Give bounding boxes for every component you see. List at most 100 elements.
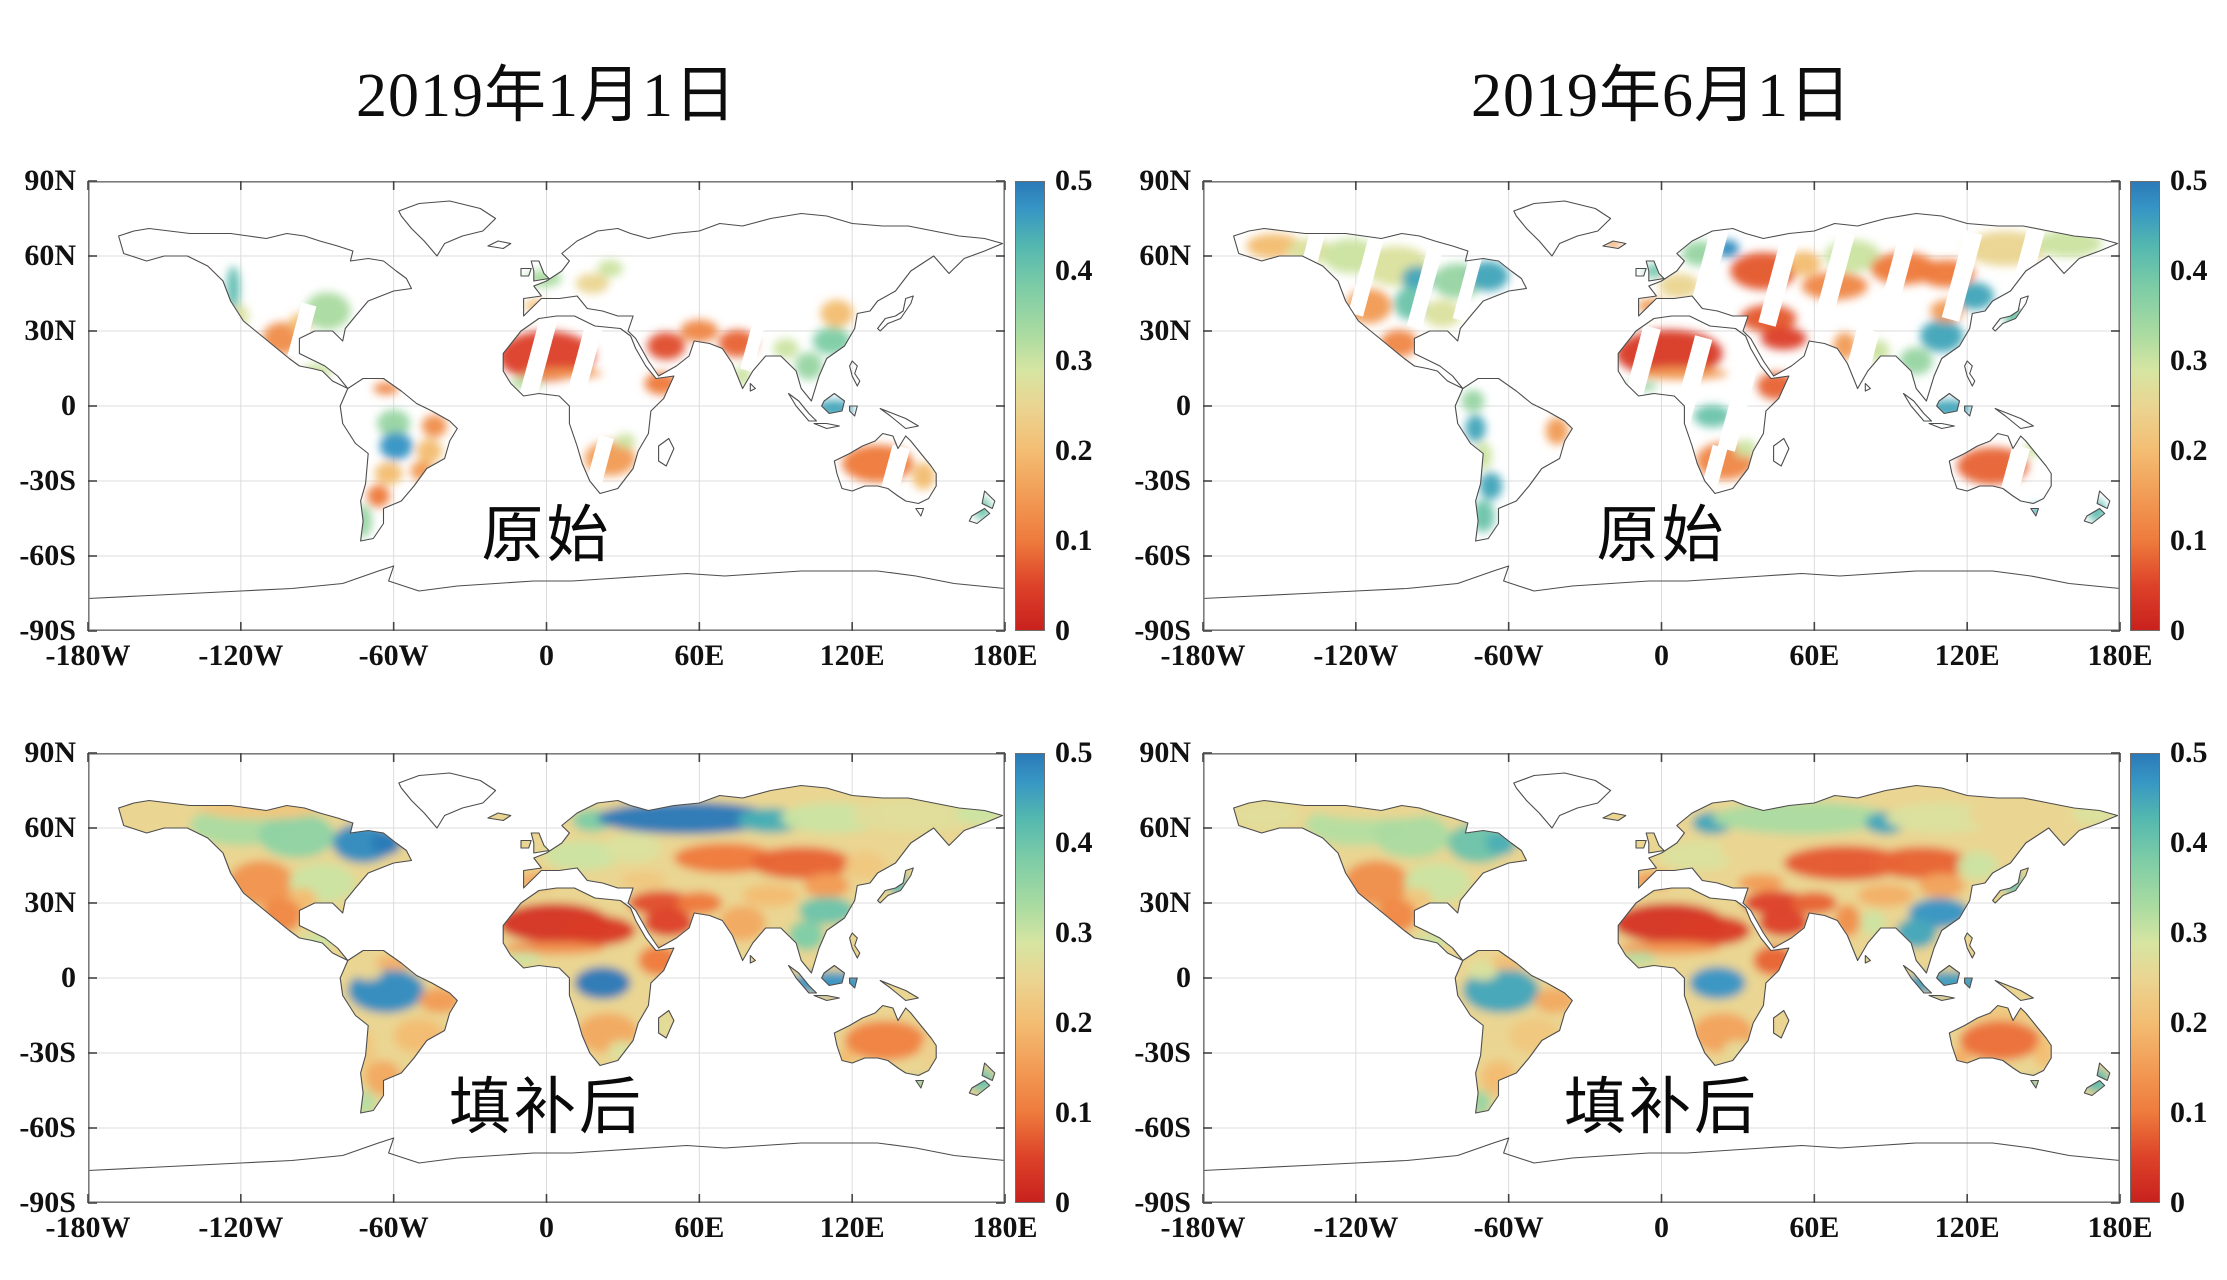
x-tick-label: -180W [45, 639, 131, 672]
y-tick-label: -60S [19, 539, 76, 572]
y-tick-label: 90N [24, 736, 76, 769]
map-panel-jan-original: 原始 90N 60N 30N 0 -30S -60S -90S -180W -120W -60W… [19, 164, 1092, 672]
y-tick-label: 30N [1139, 313, 1191, 347]
colorbar-tick-label: 0.1 [2170, 1096, 2208, 1129]
colorbar-tick-label: 0.3 [1055, 916, 1093, 949]
y-tick-label: 0 [61, 389, 76, 422]
colorbar-tick-label: 0.2 [2170, 1006, 2208, 1039]
world-map-jun-filled [1202, 752, 2121, 1204]
colorbar [2130, 753, 2160, 1203]
y-tick-label: -60S [1134, 1111, 1191, 1144]
x-tick-label: -60W [1473, 1211, 1544, 1244]
colorbar-tick-label: 0 [1055, 1186, 1070, 1219]
colorbar-tick-label: 0 [2170, 614, 2185, 647]
colorbar-tick-labels: 0 0.1 0.2 0.3 0.4 0.5 [1055, 736, 1127, 1219]
colorbar-tick-label: 0.5 [2170, 164, 2208, 197]
y-tick-label: -90S [1134, 614, 1191, 647]
x-tick-label: -180W [45, 1211, 131, 1244]
panel-label-gap-filled: 填补后 [448, 1073, 645, 1142]
colorbar-tick-label: 0.1 [1055, 524, 1093, 557]
colorbar-tick-label: 0.1 [2170, 524, 2208, 557]
colorbar-tick-label: 0.4 [1055, 826, 1093, 859]
y-tick-label: -30S [19, 1035, 76, 1069]
colorbar-tick-label: 0.2 [2170, 434, 2208, 467]
colorbar-tick-label: 0.3 [1055, 344, 1093, 377]
column-title-june: 2019年6月1日 [1470, 62, 1852, 130]
y-tick-label: 0 [61, 961, 76, 994]
y-axis-tick-labels: 90N 60N 30N 0 -30S -60S -90S [0, 164, 88, 647]
x-tick-label: 180E [2087, 639, 2153, 672]
map-panel-jun-filled: 填补后 90N 60N 30N 0 -30S -60S -90S -180W -120W -60… [1134, 736, 2207, 1244]
x-tick-label: 120E [1934, 1211, 2000, 1244]
colorbar-tick-label: 0.2 [1055, 1006, 1093, 1039]
y-tick-label: -90S [1134, 1186, 1191, 1219]
x-tick-label: 120E [819, 1211, 885, 1244]
x-axis-tick-labels: -180W -120W -60W 0 60E 120E 180E [46, 1203, 1038, 1249]
y-tick-label: 30N [1139, 885, 1191, 919]
y-tick-label: 30N [24, 313, 76, 347]
y-tick-label: 90N [1139, 736, 1191, 769]
y-tick-label: -60S [1134, 539, 1191, 572]
panel-label-original: 原始 [1596, 501, 1727, 570]
y-tick-label: 60N [1139, 238, 1191, 272]
colorbar-tick-label: 0.2 [1055, 434, 1093, 467]
column-title-january: 2019年1月1日 [355, 62, 737, 130]
colorbar-tick-label: 0.3 [2170, 916, 2208, 949]
x-tick-label: 180E [972, 1211, 1038, 1244]
colorbar-tick-label: 0.5 [2170, 736, 2208, 769]
map-panel-jan-filled: 填补后 90N 60N 30N 0 -30S -60S -90S -180W -120W -60… [19, 736, 1092, 1244]
colorbar-tick-labels: 0 0.1 0.2 0.3 0.4 0.5 [2170, 164, 2227, 647]
colorbar [1015, 753, 1045, 1203]
y-axis-tick-labels: 90N 60N 30N 0 -30S -60S -90S [1098, 164, 1203, 647]
x-tick-label: -120W [198, 639, 284, 672]
x-tick-label: 0 [539, 639, 554, 672]
world-map-jan-filled [87, 752, 1006, 1204]
colorbar-tick-label: 0.1 [1055, 1096, 1093, 1129]
y-tick-label: -30S [19, 463, 76, 497]
x-tick-label: -120W [1313, 1211, 1399, 1244]
colorbar-tick-labels: 0 0.1 0.2 0.3 0.4 0.5 [2170, 736, 2227, 1219]
colorbar-tick-label: 0 [1055, 614, 1070, 647]
colorbar-tick-label: 0 [2170, 1186, 2185, 1219]
x-tick-label: 60E [674, 639, 725, 672]
x-tick-label: 0 [1654, 1211, 1669, 1244]
x-tick-label: 60E [1789, 1211, 1840, 1244]
colorbar-tick-label: 0.5 [1055, 736, 1093, 769]
y-tick-label: 30N [24, 885, 76, 919]
y-tick-label: -30S [1134, 1035, 1191, 1069]
world-map-jun-original [1202, 180, 2121, 632]
x-tick-label: 180E [2087, 1211, 2153, 1244]
y-tick-label: 0 [1176, 389, 1191, 422]
x-tick-label: 60E [674, 1211, 725, 1244]
colorbar-tick-label: 0.4 [1055, 254, 1093, 287]
colorbar-tick-label: 0.3 [2170, 344, 2208, 377]
x-tick-label: 120E [1934, 639, 2000, 672]
x-tick-label: -180W [1160, 1211, 1246, 1244]
x-tick-label: -60W [1473, 639, 1544, 672]
x-tick-label: -120W [198, 1211, 284, 1244]
x-axis-tick-labels: -180W -120W -60W 0 60E 120E 180E [1161, 1203, 2153, 1249]
x-tick-label: 120E [819, 639, 885, 672]
x-axis-tick-labels: -180W -120W -60W 0 60E 120E 180E [46, 631, 1038, 677]
x-tick-label: 60E [1789, 639, 1840, 672]
map-panel-jun-original: 原始 90N 60N 30N 0 -30S -60S -90S -180W -120W -60W… [1134, 164, 2207, 672]
x-tick-label: 180E [972, 639, 1038, 672]
colorbar [2130, 181, 2160, 631]
y-axis-tick-labels: 90N 60N 30N 0 -30S -60S -90S [0, 736, 88, 1219]
x-tick-label: -180W [1160, 639, 1246, 672]
colorbar-tick-label: 0.5 [1055, 164, 1093, 197]
y-tick-label: 0 [1176, 961, 1191, 994]
y-tick-label: 90N [24, 164, 76, 197]
x-tick-label: 0 [539, 1211, 554, 1244]
panel-label-original: 原始 [481, 501, 612, 570]
y-tick-label: -90S [19, 614, 76, 647]
y-tick-label: 60N [24, 810, 76, 844]
colorbar-tick-labels: 0 0.1 0.2 0.3 0.4 0.5 [1055, 164, 1127, 647]
y-tick-label: 90N [1139, 164, 1191, 197]
x-tick-label: -60W [358, 639, 429, 672]
x-axis-tick-labels: -180W -120W -60W 0 60E 120E 180E [1161, 631, 2153, 677]
world-map-jan-original [87, 180, 1006, 632]
x-tick-label: -60W [358, 1211, 429, 1244]
y-axis-tick-labels: 90N 60N 30N 0 -30S -60S -90S [1098, 736, 1203, 1219]
